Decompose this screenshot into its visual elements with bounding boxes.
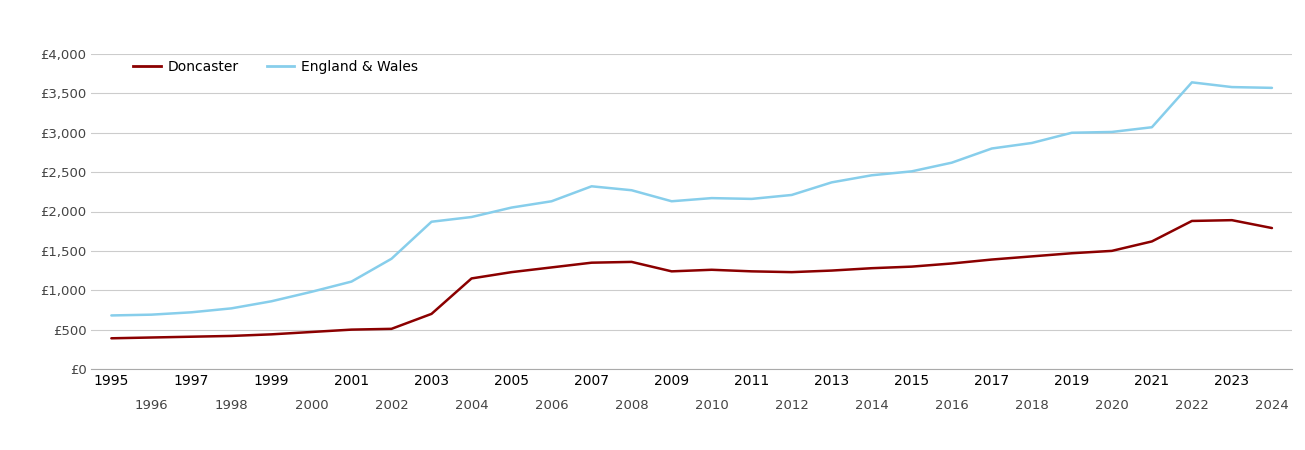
England & Wales bbox=[144, 312, 159, 317]
England & Wales bbox=[744, 196, 760, 202]
England & Wales bbox=[1104, 129, 1120, 135]
Doncaster bbox=[823, 268, 839, 273]
England & Wales bbox=[343, 279, 359, 284]
England & Wales bbox=[1224, 84, 1240, 90]
England & Wales bbox=[904, 169, 920, 174]
Doncaster bbox=[504, 270, 519, 275]
England & Wales bbox=[304, 289, 320, 294]
England & Wales bbox=[1024, 140, 1040, 146]
England & Wales bbox=[703, 195, 719, 201]
England & Wales bbox=[504, 205, 519, 210]
Doncaster bbox=[624, 259, 639, 265]
England & Wales bbox=[223, 306, 239, 311]
Doncaster bbox=[544, 265, 560, 270]
England & Wales bbox=[984, 146, 1000, 151]
Doncaster bbox=[1024, 254, 1040, 259]
Doncaster bbox=[424, 311, 440, 317]
Doncaster bbox=[944, 261, 959, 266]
Doncaster bbox=[144, 335, 159, 340]
Doncaster bbox=[984, 257, 1000, 262]
Doncaster bbox=[264, 332, 279, 337]
Doncaster bbox=[384, 326, 399, 332]
Doncaster bbox=[784, 270, 800, 275]
Doncaster bbox=[1184, 218, 1199, 224]
England & Wales bbox=[544, 198, 560, 204]
Doncaster bbox=[223, 333, 239, 338]
Doncaster bbox=[304, 329, 320, 335]
England & Wales bbox=[664, 198, 680, 204]
Doncaster bbox=[744, 269, 760, 274]
England & Wales bbox=[1184, 80, 1199, 85]
England & Wales bbox=[103, 313, 119, 318]
England & Wales bbox=[944, 160, 959, 165]
Line: England & Wales: England & Wales bbox=[111, 82, 1272, 315]
Doncaster bbox=[1144, 238, 1160, 244]
England & Wales bbox=[264, 299, 279, 304]
Doncaster bbox=[703, 267, 719, 272]
England & Wales bbox=[424, 219, 440, 225]
England & Wales bbox=[1265, 85, 1280, 90]
Line: Doncaster: Doncaster bbox=[111, 220, 1272, 338]
Doncaster bbox=[1265, 225, 1280, 231]
Doncaster bbox=[1224, 217, 1240, 223]
England & Wales bbox=[784, 192, 800, 198]
Doncaster bbox=[904, 264, 920, 269]
England & Wales bbox=[1144, 125, 1160, 130]
England & Wales bbox=[1064, 130, 1079, 135]
England & Wales bbox=[463, 214, 479, 220]
Legend: Doncaster, England & Wales: Doncaster, England & Wales bbox=[128, 54, 424, 79]
England & Wales bbox=[823, 180, 839, 185]
England & Wales bbox=[184, 310, 200, 315]
Doncaster bbox=[664, 269, 680, 274]
Doncaster bbox=[103, 336, 119, 341]
Doncaster bbox=[1064, 251, 1079, 256]
Doncaster bbox=[864, 266, 880, 271]
Doncaster bbox=[343, 327, 359, 332]
England & Wales bbox=[384, 256, 399, 261]
Doncaster bbox=[583, 260, 599, 265]
England & Wales bbox=[624, 188, 639, 193]
Doncaster bbox=[463, 276, 479, 281]
Doncaster bbox=[1104, 248, 1120, 253]
England & Wales bbox=[583, 184, 599, 189]
England & Wales bbox=[864, 172, 880, 178]
Doncaster bbox=[184, 334, 200, 339]
